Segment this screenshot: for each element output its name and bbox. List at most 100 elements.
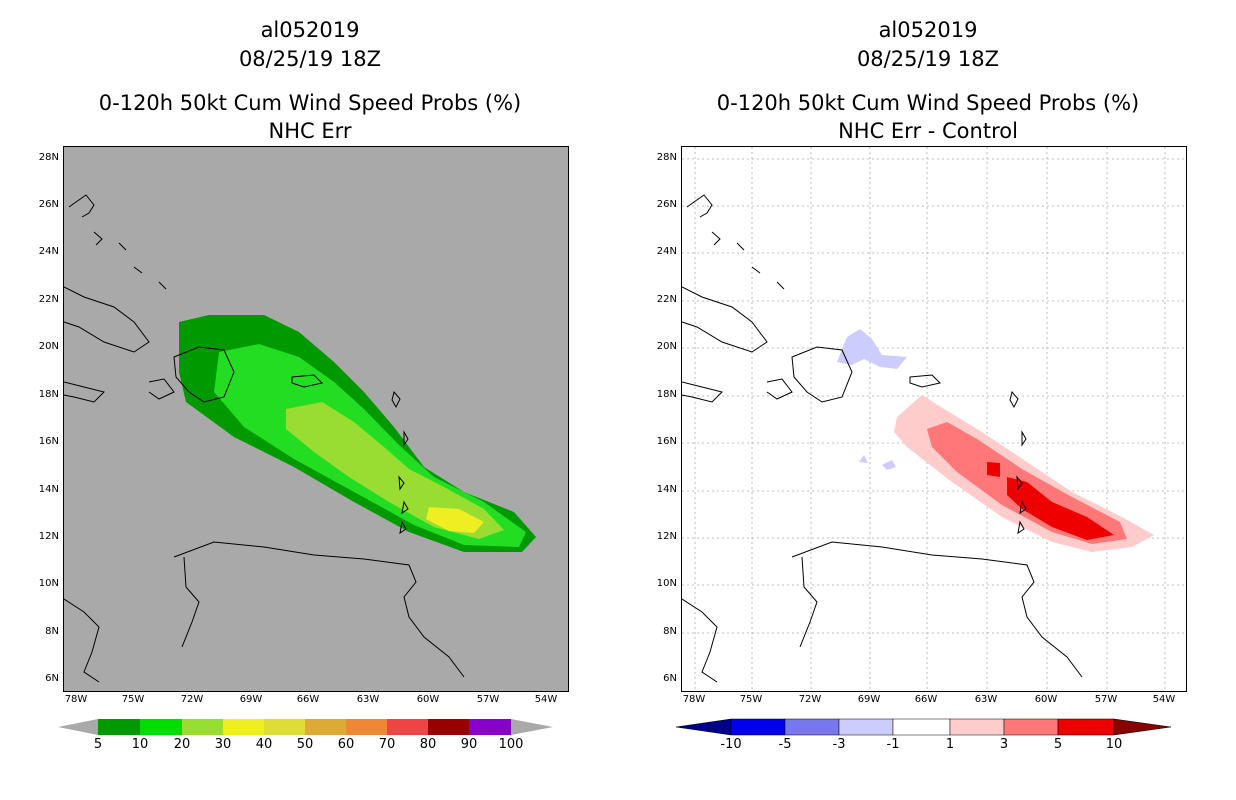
lat-label: 12N (656, 531, 677, 542)
diff-pos-5-blob (987, 462, 1000, 477)
lat-label: 26N (656, 199, 677, 210)
left-storm-id: al052019 (260, 18, 360, 42)
lat-label: 8N (663, 626, 677, 637)
colorbar-label: 30 (214, 737, 232, 752)
colorbar-swatch-80-90 (428, 719, 469, 735)
lon-label: 78W (64, 694, 88, 705)
lon-label: 54W (534, 694, 558, 705)
lat-label: 12N (38, 531, 59, 542)
lon-label: 57W (1094, 694, 1118, 705)
right-colorbar-low-arrow (676, 718, 732, 736)
diff-neg-1-blob-a (859, 455, 868, 463)
right-map (681, 146, 1187, 692)
colorbar-swatch-1-3 (949, 718, 1005, 736)
lat-label: 10N (38, 578, 59, 589)
right-subtitle: NHC Err - Control (838, 119, 1018, 143)
lon-label: 69W (239, 694, 263, 705)
prob-30-contour (426, 507, 484, 533)
colorbar-swatch-60-70 (346, 719, 387, 735)
lat-label: 28N (656, 152, 677, 163)
colorbar-label: 3 (999, 737, 1009, 752)
colorbar-label: 50 (296, 737, 314, 752)
colorbar-label: 20 (173, 737, 191, 752)
lon-label: 69W (857, 694, 881, 705)
colorbar-swatch-50-60 (305, 719, 346, 735)
colorbar-label: -3 (832, 737, 846, 752)
lat-label: 8N (45, 626, 59, 637)
colorbar-swatch-5-10 (1057, 718, 1115, 736)
colorbar-label: -5 (778, 737, 792, 752)
left-product-title: 0-120h 50kt Cum Wind Speed Probs (%) (98, 91, 522, 115)
colorbar-label: 60 (337, 737, 355, 752)
left-probability-contours (179, 315, 536, 552)
colorbar-swatch-90-100 (469, 719, 511, 735)
colorbar-swatch-3-5 (1003, 718, 1059, 736)
left-subtitle: NHC Err (268, 119, 352, 143)
lat-label: 18N (656, 389, 677, 400)
lon-label: 75W (121, 694, 145, 705)
left-colorbar-low-arrow (58, 719, 98, 735)
colorbar-label: 80 (419, 737, 437, 752)
lat-label: 16N (38, 436, 59, 447)
colorbar-swatch-5-10 (98, 719, 140, 735)
colorbar-swatch-70-80 (387, 719, 428, 735)
right-colorbar (676, 718, 1172, 736)
colorbar-label: 90 (460, 737, 478, 752)
right-colorbar-high-arrow (1113, 718, 1172, 736)
colorbar-label: 100 (498, 737, 524, 752)
diff-neg-1-contour (837, 329, 907, 369)
lat-label: 18N (38, 389, 59, 400)
lat-label: 22N (38, 294, 59, 305)
lat-label: 10N (656, 578, 677, 589)
lat-label: 22N (656, 294, 677, 305)
lon-label: 66W (914, 694, 938, 705)
colorbar-label: 70 (378, 737, 396, 752)
lon-label: 60W (1034, 694, 1058, 705)
colorbar-label: 40 (255, 737, 273, 752)
colorbar-swatch-20-30 (182, 719, 223, 735)
lon-label: 72W (180, 694, 204, 705)
right-difference-contours (837, 329, 1154, 552)
lon-label: 60W (416, 694, 440, 705)
lat-label: 28N (38, 152, 59, 163)
lon-label: 75W (739, 694, 763, 705)
lat-label: 14N (656, 484, 677, 495)
right-storm-id: al052019 (878, 18, 978, 42)
lon-label: 78W (682, 694, 706, 705)
left-colorbar-high-arrow (511, 719, 553, 735)
left-coastlines (64, 194, 465, 683)
colorbar-swatch-neg1-1 (892, 718, 951, 736)
lat-label: 24N (38, 246, 59, 257)
colorbar-swatch-10-20 (140, 719, 182, 735)
lon-label: 63W (974, 694, 998, 705)
colorbar-swatch-30-40 (223, 719, 264, 735)
colorbar-swatch-neg5-neg3 (784, 718, 840, 736)
right-datetime: 08/25/19 18Z (856, 47, 1000, 71)
colorbar-swatch-40-50 (264, 719, 305, 735)
left-colorbar (58, 719, 553, 735)
prob-20-contour (286, 402, 504, 539)
lon-label: 63W (356, 694, 380, 705)
left-map (63, 146, 569, 692)
lat-label: 20N (656, 341, 677, 352)
colorbar-label: -10 (720, 737, 742, 752)
lon-label: 54W (1152, 694, 1176, 705)
lon-label: 66W (296, 694, 320, 705)
lat-label: 26N (38, 199, 59, 210)
left-datetime: 08/25/19 18Z (238, 47, 382, 71)
right-coastlines (682, 194, 1083, 683)
diff-neg-1-blob-b (882, 460, 896, 470)
colorbar-label: 5 (93, 737, 103, 752)
colorbar-label: 5 (1053, 737, 1063, 752)
lon-label: 72W (798, 694, 822, 705)
colorbar-label: 10 (131, 737, 149, 752)
colorbar-label: -1 (886, 737, 900, 752)
right-product-title: 0-120h 50kt Cum Wind Speed Probs (%) (716, 91, 1140, 115)
colorbar-label: 1 (945, 737, 955, 752)
diff-pos-5-contour (1007, 477, 1114, 540)
lat-label: 16N (656, 436, 677, 447)
lat-label: 6N (45, 673, 59, 684)
lat-label: 14N (38, 484, 59, 495)
right-gridlines (682, 147, 1186, 691)
lat-label: 6N (663, 673, 677, 684)
